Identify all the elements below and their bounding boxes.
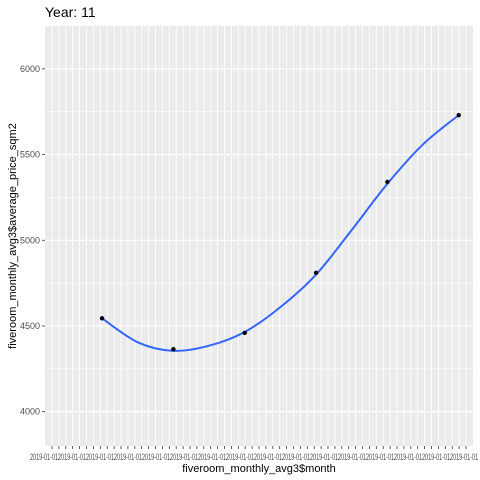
grid bbox=[45, 26, 473, 446]
smooth-line bbox=[101, 114, 460, 352]
x-axis-title: fiveroom_monthly_avg3$month bbox=[182, 463, 335, 475]
x-tick-labels: 2019-01-012019-01-012019-01-012019-01-01… bbox=[30, 452, 478, 462]
data-point bbox=[313, 270, 319, 276]
series-layer bbox=[99, 112, 461, 352]
y-tick-label: 6000 bbox=[20, 64, 40, 74]
y-tick-label: 4000 bbox=[20, 407, 40, 417]
y-tick-label: 5000 bbox=[20, 235, 40, 245]
y-axis: 4000 4500 5000 5500 6000 bbox=[20, 64, 45, 417]
data-point bbox=[385, 179, 390, 185]
y-axis-title: fiveroom_monthly_avg3$average_price_sqm2 bbox=[7, 123, 19, 349]
chart-title: Year: 11 bbox=[45, 4, 96, 20]
data-point bbox=[171, 346, 176, 352]
data-point bbox=[242, 330, 247, 336]
y-tick-label: 4500 bbox=[20, 321, 40, 331]
x-axis: 2019-01-012019-01-012019-01-012019-01-01… bbox=[30, 446, 478, 462]
y-tick-label: 5500 bbox=[20, 150, 40, 160]
data-point bbox=[99, 316, 105, 321]
data-point bbox=[456, 112, 461, 118]
